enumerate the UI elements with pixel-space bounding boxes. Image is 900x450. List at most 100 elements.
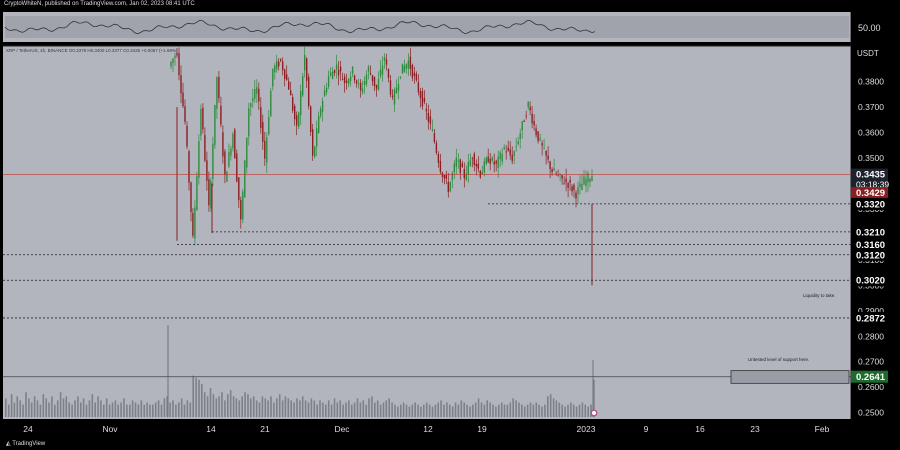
candle-body <box>327 76 330 87</box>
candle-body <box>224 151 226 175</box>
candle-body <box>417 82 420 92</box>
volume-bar <box>301 396 304 417</box>
volume-bar <box>523 406 526 417</box>
volume-bar <box>126 404 128 417</box>
candle-body <box>363 81 366 85</box>
volume-bar <box>472 404 474 417</box>
candle-body <box>497 156 499 168</box>
volume-bar <box>342 404 344 417</box>
candle-body <box>383 57 386 61</box>
candle-body <box>186 125 188 147</box>
candle-body <box>276 60 278 69</box>
candle-body <box>463 169 465 179</box>
volume-bar <box>348 400 350 417</box>
candle-body <box>347 79 350 84</box>
candle-body <box>531 113 533 124</box>
volume-bar <box>229 390 232 417</box>
volume-bar <box>218 396 220 417</box>
candle-body <box>296 115 298 126</box>
candle-body <box>573 184 575 190</box>
tradingview-logo: ◭ TradingView <box>6 441 46 447</box>
volume-bar <box>388 398 390 417</box>
volume-bar <box>149 404 151 417</box>
volume-bar <box>71 404 73 417</box>
volume-bar <box>140 400 143 417</box>
candle-body <box>208 179 210 206</box>
volume-bar <box>532 404 535 417</box>
candle-body <box>585 178 587 186</box>
candle-body <box>499 152 501 160</box>
candle-body <box>393 89 396 105</box>
candle-body <box>457 160 459 162</box>
volume-bar <box>189 402 192 417</box>
candle-body <box>471 158 473 159</box>
candle-body <box>244 160 246 198</box>
candle-body <box>216 77 218 109</box>
volume-bar <box>180 398 183 417</box>
volume-bar <box>273 402 275 417</box>
volume-bar <box>578 404 581 417</box>
volume-bar <box>437 402 439 417</box>
volume-bar <box>247 394 249 417</box>
candle-body <box>232 134 234 149</box>
time-axis <box>3 419 851 450</box>
candle-body <box>302 76 304 96</box>
candle-body <box>513 151 515 156</box>
volume-bar <box>313 400 316 417</box>
volume-bar <box>134 402 137 417</box>
volume-bar <box>385 400 388 417</box>
volume-bar <box>590 404 592 417</box>
volume-bar <box>391 402 393 417</box>
level-tag: 0.3210 <box>856 227 885 238</box>
volume-bar <box>449 404 451 417</box>
candle-body <box>397 84 400 91</box>
candle-body <box>300 90 302 116</box>
volume-bar <box>428 404 431 417</box>
candle-body <box>353 75 356 81</box>
volume-bar <box>526 404 529 417</box>
candle-body <box>310 106 312 132</box>
candle-body <box>541 143 543 146</box>
candle-body <box>323 90 326 97</box>
volume-bar <box>489 402 491 417</box>
candle-body <box>192 212 194 236</box>
volume-bar <box>287 398 290 417</box>
volume-bar <box>227 394 229 417</box>
candle-body <box>188 151 190 183</box>
candle-body <box>206 160 208 181</box>
candle-body <box>515 146 517 148</box>
candle-body <box>455 158 457 167</box>
volume-bar <box>351 404 353 417</box>
candle-body <box>535 128 537 136</box>
candle-body <box>335 64 338 70</box>
volume-bar <box>593 379 595 417</box>
volume-bar <box>414 402 416 417</box>
x-tick-label: 24 <box>23 424 33 434</box>
candle-body <box>507 147 509 151</box>
volume-bar <box>483 404 486 417</box>
candle-body <box>319 108 322 116</box>
candle-body <box>379 69 382 77</box>
y-tick-label: 0.3800 <box>858 77 884 87</box>
volume-bar <box>544 404 546 417</box>
volume-bar <box>515 400 517 417</box>
volume-bar <box>94 402 96 417</box>
candle-body <box>184 106 186 122</box>
volume-bar <box>425 402 428 417</box>
candle-body <box>286 74 288 80</box>
volume-bar <box>103 404 105 417</box>
candle-body <box>178 53 180 76</box>
candle-body <box>304 55 306 71</box>
candle-body <box>587 173 589 183</box>
candle-body <box>505 151 507 153</box>
annotation-liquidity: Liquidity to take. <box>803 293 836 298</box>
candle-body <box>575 192 577 199</box>
prev-close-tag-bg <box>851 187 888 200</box>
level-tag-bg <box>851 274 888 287</box>
candle-body <box>318 116 320 133</box>
candle-body <box>419 91 422 99</box>
candle-body <box>561 175 563 179</box>
candle-body <box>172 58 174 64</box>
candle-body <box>371 75 374 82</box>
